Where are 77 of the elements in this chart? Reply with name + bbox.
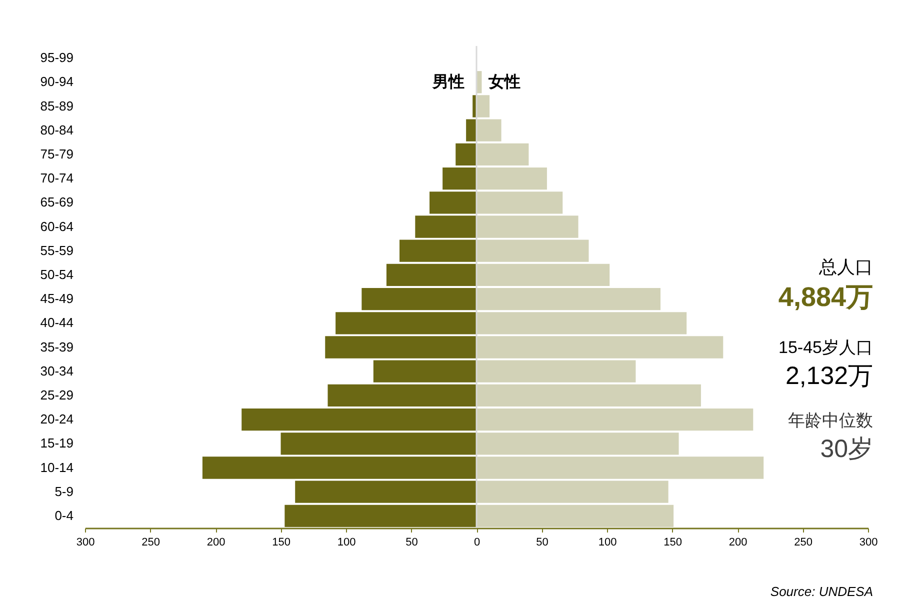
series-label: 男性 — [432, 72, 464, 92]
annotation: 15-45岁人口 — [778, 338, 873, 357]
y-tick-label: 15-19 — [40, 436, 74, 451]
bar — [476, 95, 490, 118]
y-tick-label: 70-74 — [40, 170, 74, 186]
y-tick-label: 35-39 — [40, 339, 74, 354]
y-tick-label: 80-84 — [40, 122, 74, 138]
y-tick-label: 20-24 — [40, 412, 74, 427]
y-tick-label: 85-89 — [40, 98, 74, 114]
annotation: 总人口 — [818, 257, 873, 278]
bar — [336, 312, 476, 334]
bar — [295, 480, 476, 503]
x-tick-label: 50 — [406, 536, 418, 548]
y-tick-label: 30-34 — [40, 363, 74, 378]
bar — [476, 480, 668, 503]
bar — [456, 143, 476, 166]
bar — [415, 216, 476, 238]
bar — [476, 312, 687, 334]
series-label: 女性 — [488, 72, 520, 92]
x-tick-label: 100 — [598, 536, 617, 548]
bar — [476, 336, 724, 358]
annotation: 4,884万 — [778, 282, 873, 312]
x-tick-label: 150 — [272, 536, 290, 548]
y-tick-label: 5-9 — [54, 484, 74, 499]
bar — [328, 384, 476, 407]
y-tick-label: 40-44 — [40, 315, 74, 330]
annotation: 2,132万 — [785, 362, 873, 390]
x-tick-label: 300 — [859, 536, 878, 548]
y-tick-label: 95-99 — [40, 50, 74, 66]
bar — [202, 456, 476, 479]
bar — [476, 288, 661, 310]
y-tick-label: 65-69 — [40, 194, 74, 210]
bar — [280, 432, 476, 455]
y-tick-label: 90-94 — [40, 74, 74, 90]
x-tick-label: 100 — [337, 536, 356, 548]
bar — [242, 408, 476, 431]
bar — [442, 167, 476, 190]
bar — [386, 264, 476, 286]
annotation: 年龄中位数 — [788, 411, 873, 431]
y-tick-label: 55-59 — [40, 242, 74, 258]
x-tick-label: 50 — [536, 536, 548, 548]
bar — [373, 360, 476, 382]
bar — [476, 384, 701, 407]
bar — [476, 119, 502, 142]
x-tick-label: 200 — [728, 536, 748, 548]
bar — [325, 336, 476, 358]
bar — [476, 264, 610, 286]
y-tick-label: 0-4 — [54, 508, 74, 523]
bar — [476, 432, 679, 455]
x-tick-label: 250 — [142, 536, 160, 548]
x-tick-label: 0 — [474, 536, 480, 548]
x-tick-label: 200 — [206, 536, 226, 548]
bar — [284, 504, 476, 528]
y-tick-label: 50-54 — [40, 266, 74, 282]
bar — [476, 167, 547, 190]
x-tick-label: 150 — [664, 536, 682, 548]
y-tick-label: 75-79 — [40, 146, 74, 162]
source-note: Source: UNDESA — [770, 584, 873, 599]
y-tick-label: 45-49 — [40, 291, 74, 306]
bar — [476, 216, 578, 238]
y-tick-label: 60-64 — [40, 218, 74, 234]
bar — [466, 119, 476, 142]
annotation: 30岁 — [820, 435, 873, 463]
bar — [476, 360, 636, 382]
bar — [476, 240, 589, 262]
y-tick-label: 10-14 — [40, 460, 74, 475]
bar — [400, 240, 476, 262]
bar — [476, 143, 529, 166]
bar — [476, 456, 764, 479]
bar — [362, 288, 476, 310]
x-tick-label: 250 — [794, 536, 812, 548]
bar — [476, 408, 754, 431]
bar — [476, 192, 563, 214]
y-tick-label: 25-29 — [40, 387, 74, 402]
bar — [476, 504, 674, 528]
bar — [430, 192, 476, 214]
x-tick-label: 300 — [76, 536, 95, 548]
